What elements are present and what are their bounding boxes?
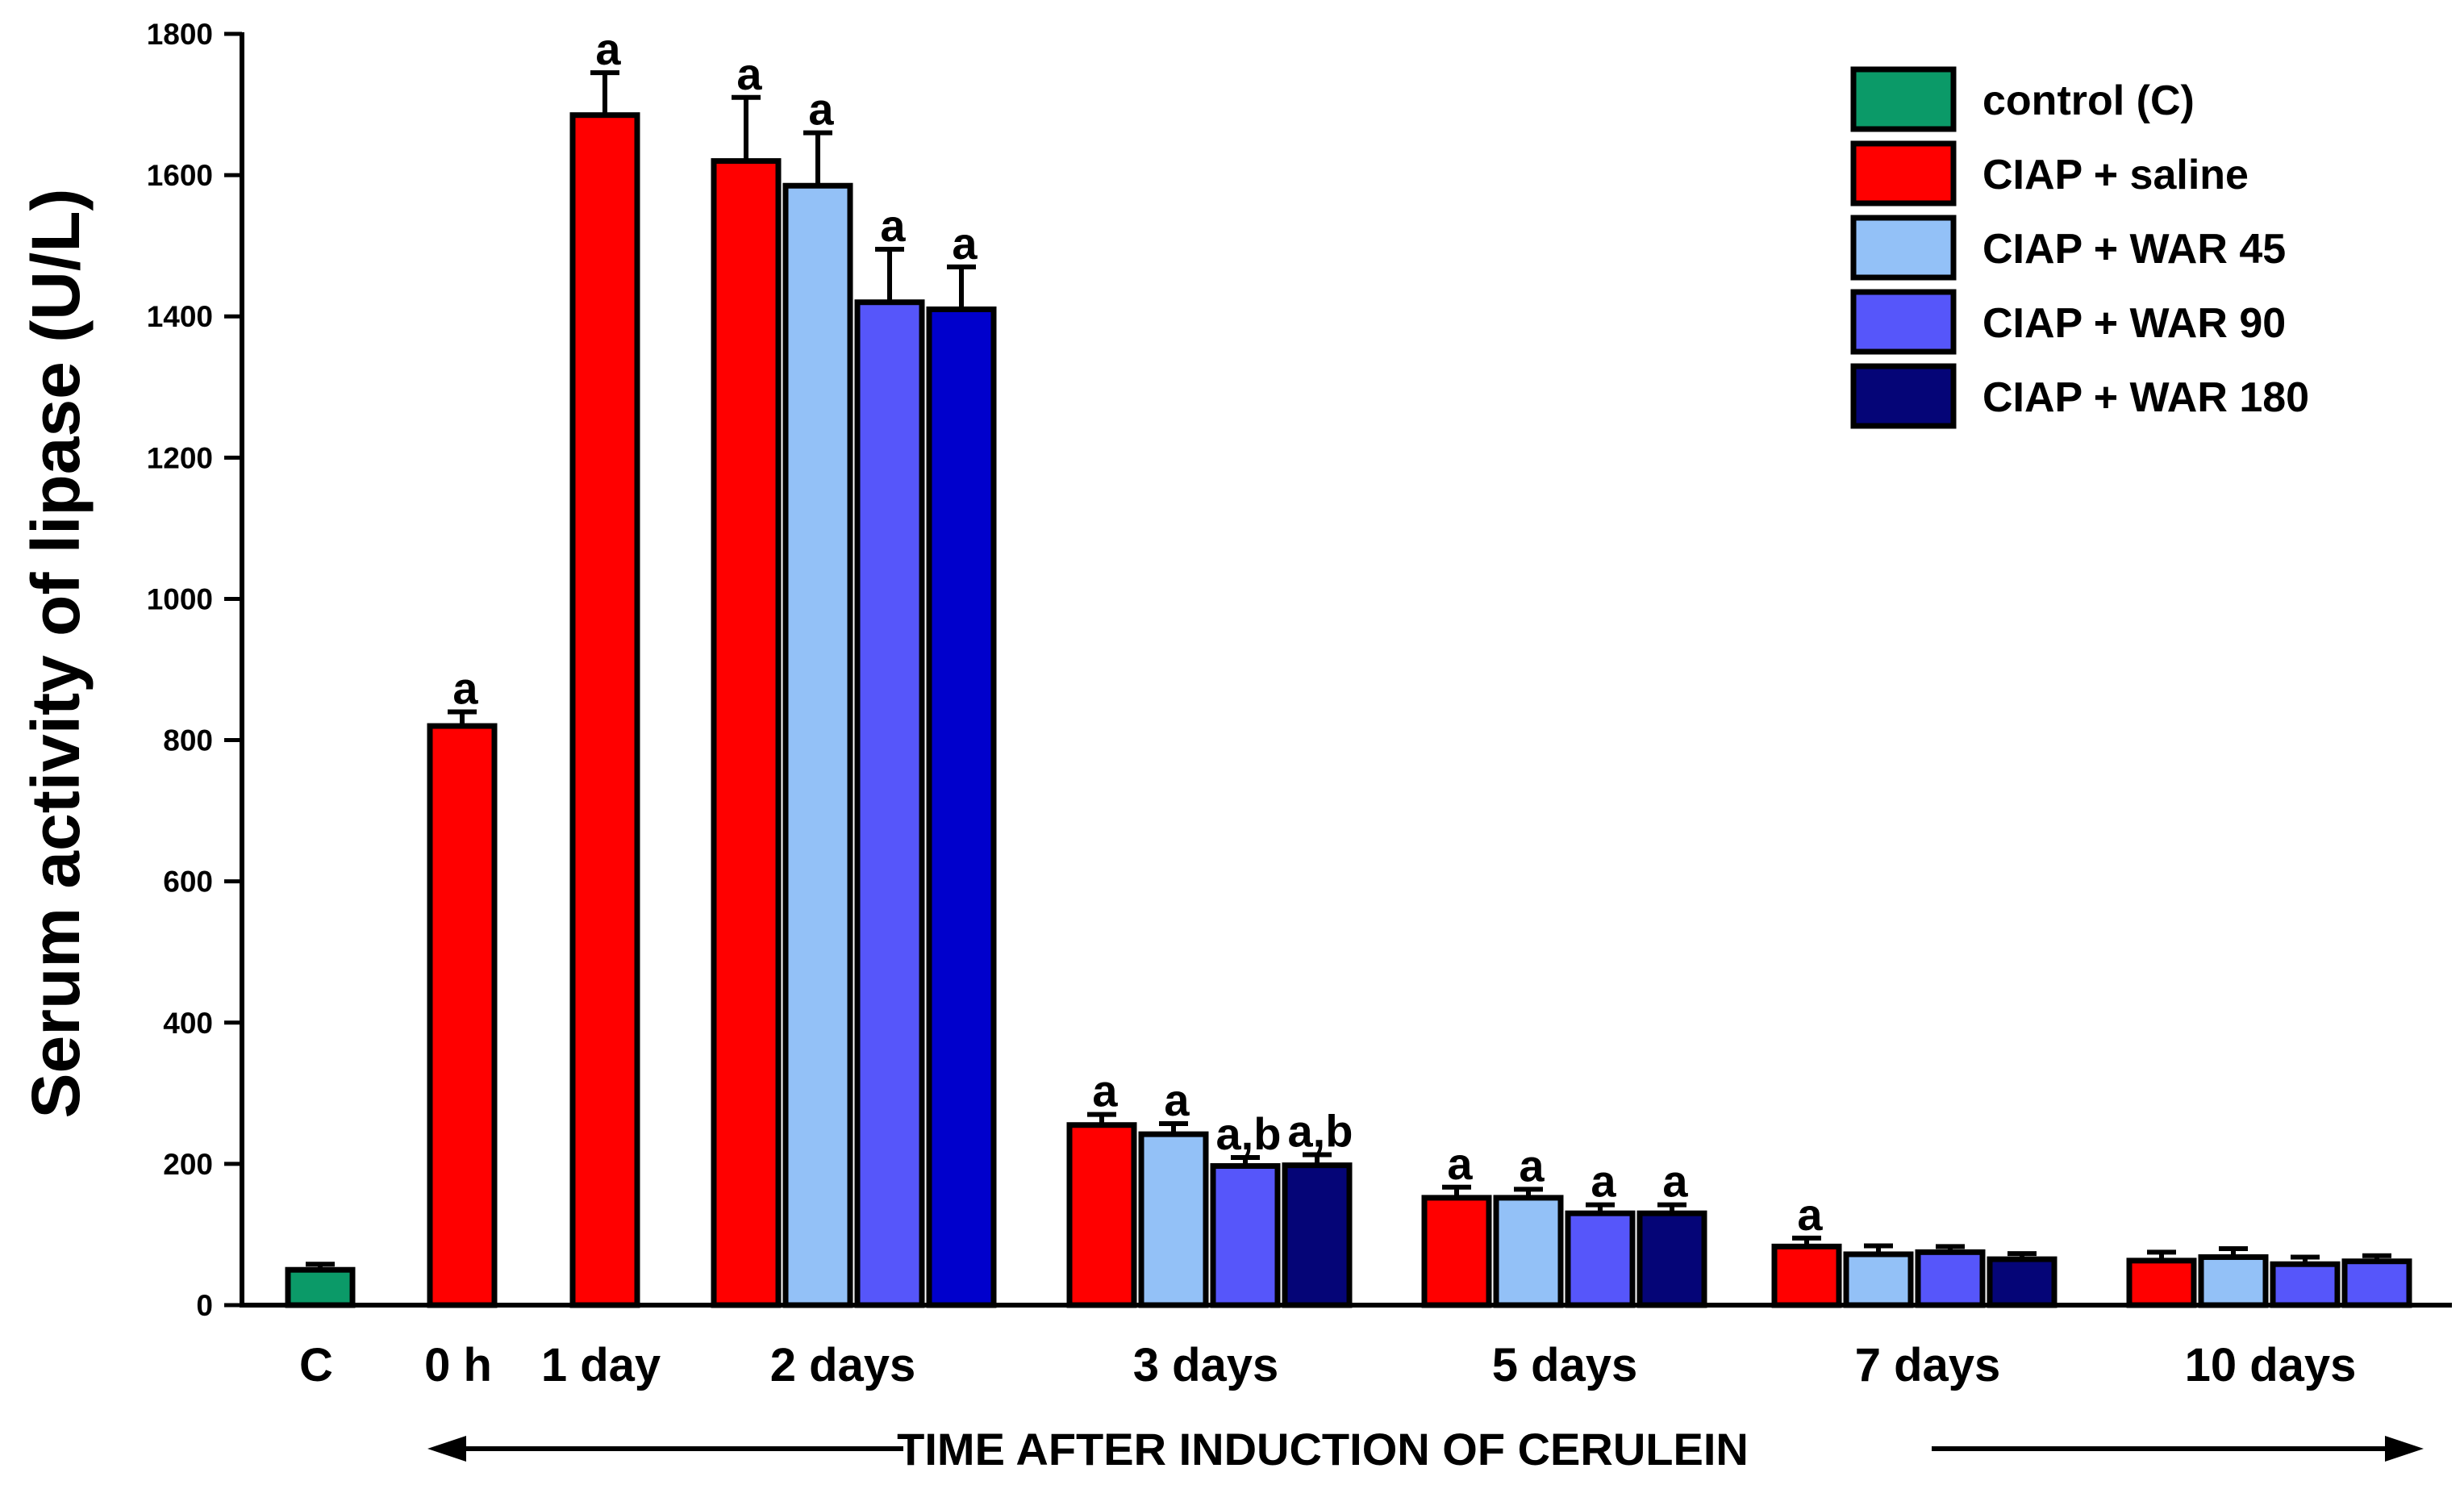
y-tick-label: 1200 — [147, 441, 213, 474]
x-axis-title: TIME AFTER INDUCTION OF CERULEIN — [897, 1424, 1749, 1475]
y-tick-label: 600 — [163, 866, 213, 899]
bar — [1843, 1251, 1914, 1308]
y-tick-label: 1600 — [147, 159, 213, 192]
bar — [1987, 1256, 2058, 1308]
bar-annotation: a,b — [1288, 1106, 1353, 1157]
bar — [285, 1266, 356, 1308]
bar-annotation: a — [880, 200, 906, 251]
bar-annotation: a — [952, 218, 978, 269]
legend-swatch — [1850, 289, 1957, 355]
legend-swatch — [1850, 140, 1957, 206]
bar-annotation: a,b — [1216, 1108, 1282, 1159]
legend-swatch — [1850, 66, 1957, 132]
bar-annotation: a — [1447, 1138, 1473, 1189]
bar — [1493, 1195, 1564, 1308]
x-tick-label: 1 day — [541, 1339, 661, 1391]
bar — [1565, 1210, 1636, 1308]
bar-annotation: a — [808, 84, 834, 135]
x-tick-label: 2 days — [770, 1339, 916, 1391]
y-tick-label: 0 — [196, 1289, 213, 1322]
bar-annotation: a — [1797, 1189, 1823, 1240]
bar — [854, 299, 925, 1308]
bar — [2341, 1258, 2412, 1308]
x-tick-label: 10 days — [2185, 1339, 2357, 1391]
y-tick-label: 1400 — [147, 300, 213, 333]
bar-annotation: a — [1662, 1156, 1688, 1207]
bar — [2126, 1258, 2197, 1308]
bar — [1066, 1122, 1137, 1308]
y-tick-label: 200 — [163, 1148, 213, 1181]
bar — [1210, 1163, 1281, 1308]
legend-label: CIAP + WAR 180 — [1982, 374, 2309, 421]
bar — [1282, 1162, 1353, 1308]
y-tick-label: 800 — [163, 724, 213, 757]
bar — [1915, 1249, 1986, 1308]
x-tick-label: 7 days — [1855, 1339, 2001, 1391]
bar — [926, 306, 997, 1308]
legend-label: CIAP + saline — [1982, 152, 2249, 198]
legend-label: control (C) — [1982, 77, 2195, 124]
bar — [1771, 1243, 1842, 1308]
bar — [427, 723, 498, 1308]
bar — [569, 112, 640, 1308]
arrow-left-icon — [427, 1436, 466, 1462]
legend-label: CIAP + WAR 90 — [1982, 300, 2286, 347]
bar — [1421, 1195, 1492, 1308]
x-tick-label: 0 h — [424, 1339, 492, 1391]
bar — [2270, 1261, 2341, 1308]
bar — [2198, 1253, 2269, 1308]
y-axis-title: Serum activity of lipase (U/L) — [18, 189, 94, 1119]
x-tick-label: 5 days — [1492, 1339, 1638, 1391]
bar-annotation: a — [1164, 1074, 1190, 1125]
arrow-right-icon — [2385, 1436, 2424, 1462]
bar-annotation: a — [595, 23, 621, 74]
x-tick-label: C — [299, 1339, 333, 1391]
y-tick-label: 1000 — [147, 582, 213, 615]
legend-label: CIAP + WAR 45 — [1982, 226, 2286, 273]
bar — [1138, 1131, 1209, 1308]
bar — [1636, 1210, 1707, 1308]
y-tick-label: 400 — [163, 1007, 213, 1040]
bar-annotation: a — [1591, 1156, 1616, 1207]
bar-annotation: a — [452, 663, 478, 714]
legend-swatch — [1850, 363, 1957, 429]
y-tick-label: 1800 — [147, 18, 213, 51]
x-tick-label: 3 days — [1133, 1339, 1279, 1391]
bar-annotation: a — [1519, 1140, 1545, 1191]
bar-annotation: a — [736, 48, 762, 99]
bar — [711, 158, 782, 1308]
bar — [782, 182, 853, 1308]
legend-swatch — [1850, 215, 1957, 281]
bar-annotation: a — [1092, 1066, 1118, 1116]
